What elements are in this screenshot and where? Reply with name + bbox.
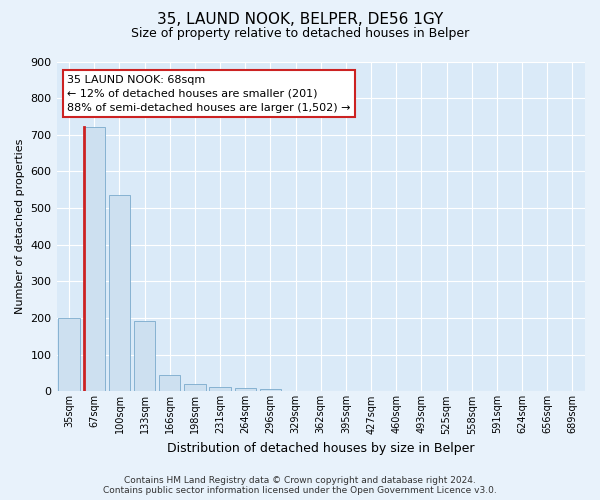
Bar bbox=[58, 318, 80, 392]
Text: 35 LAUND NOOK: 68sqm
← 12% of detached houses are smaller (201)
88% of semi-deta: 35 LAUND NOOK: 68sqm ← 12% of detached h… bbox=[67, 74, 350, 112]
Text: Size of property relative to detached houses in Belper: Size of property relative to detached ho… bbox=[131, 28, 469, 40]
Bar bbox=[235, 388, 256, 392]
Text: 35, LAUND NOOK, BELPER, DE56 1GY: 35, LAUND NOOK, BELPER, DE56 1GY bbox=[157, 12, 443, 28]
Bar bbox=[260, 389, 281, 392]
X-axis label: Distribution of detached houses by size in Belper: Distribution of detached houses by size … bbox=[167, 442, 475, 455]
Bar bbox=[184, 384, 206, 392]
Text: Contains HM Land Registry data © Crown copyright and database right 2024.
Contai: Contains HM Land Registry data © Crown c… bbox=[103, 476, 497, 495]
Bar bbox=[109, 194, 130, 392]
Bar bbox=[209, 386, 231, 392]
Bar bbox=[83, 128, 105, 392]
Bar bbox=[159, 374, 181, 392]
Y-axis label: Number of detached properties: Number of detached properties bbox=[15, 139, 25, 314]
Bar bbox=[134, 320, 155, 392]
